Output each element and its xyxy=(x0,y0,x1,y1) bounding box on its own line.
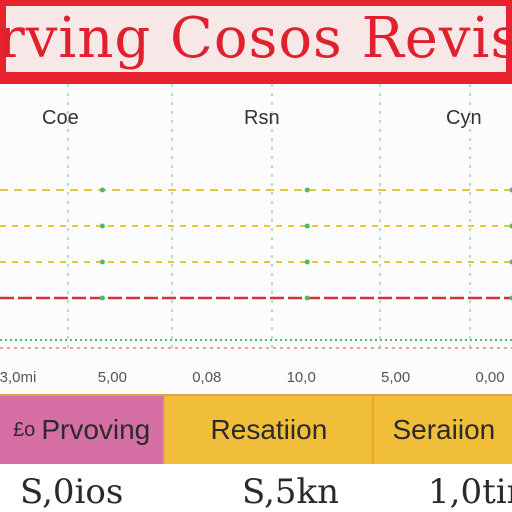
category-1-label: Prvoving xyxy=(41,414,151,445)
data-point-3-2 xyxy=(99,259,105,265)
category-1-prefix: £o xyxy=(13,418,36,441)
tick-label-5: 5,00 xyxy=(381,369,410,386)
data-point-4-2 xyxy=(99,295,105,301)
plot-area xyxy=(0,84,512,394)
data-point-2-4 xyxy=(304,223,310,229)
data-point-1-6 xyxy=(509,187,512,193)
value-3: 1,0tin xyxy=(428,472,512,512)
data-point-4-4 xyxy=(304,295,310,301)
value-2: S,5kn xyxy=(242,472,340,512)
chart-title: rving Cosos Revis xyxy=(0,6,512,71)
value-1: S,0ios xyxy=(20,472,124,512)
tick-label-6: 0,00 xyxy=(475,369,504,386)
title-panel: rving Cosos Revis xyxy=(0,6,512,72)
data-point-3-4 xyxy=(304,259,310,265)
column-header-2: Rsn xyxy=(244,107,280,129)
data-point-1-4 xyxy=(304,187,310,193)
data-point-4-6 xyxy=(509,295,512,301)
data-point-2-6 xyxy=(509,223,512,229)
category-seraiion: Seraiion xyxy=(372,396,512,464)
tick-label-3: 0,08 xyxy=(192,369,221,386)
column-header-1: Coe xyxy=(42,107,79,129)
category-2-label: Resatiion xyxy=(210,414,328,445)
tick-label-2: 5,00 xyxy=(98,369,127,386)
data-point-2-2 xyxy=(99,223,105,229)
tick-label-1: 3,0mi xyxy=(0,369,36,386)
title-banner: rving Cosos Revis xyxy=(0,0,512,84)
category-resatiion: Resatiion xyxy=(163,396,373,464)
category-bar: £o Prvoving Resatiion Seraiion xyxy=(0,394,512,466)
category-3-label: Seraiion xyxy=(392,414,496,445)
tick-label-4: 10,0 xyxy=(287,369,316,386)
data-point-1-2 xyxy=(99,187,105,193)
category-provoving: £o Prvoving xyxy=(0,396,164,464)
values-row: S,0ios S,5kn 1,0tin xyxy=(0,468,512,512)
line-chart: 3,0mi 5,00 0,08 10,0 5,00 0,00 xyxy=(0,84,512,386)
data-point-3-6 xyxy=(509,259,512,265)
column-header-3: Cyn xyxy=(446,107,482,129)
